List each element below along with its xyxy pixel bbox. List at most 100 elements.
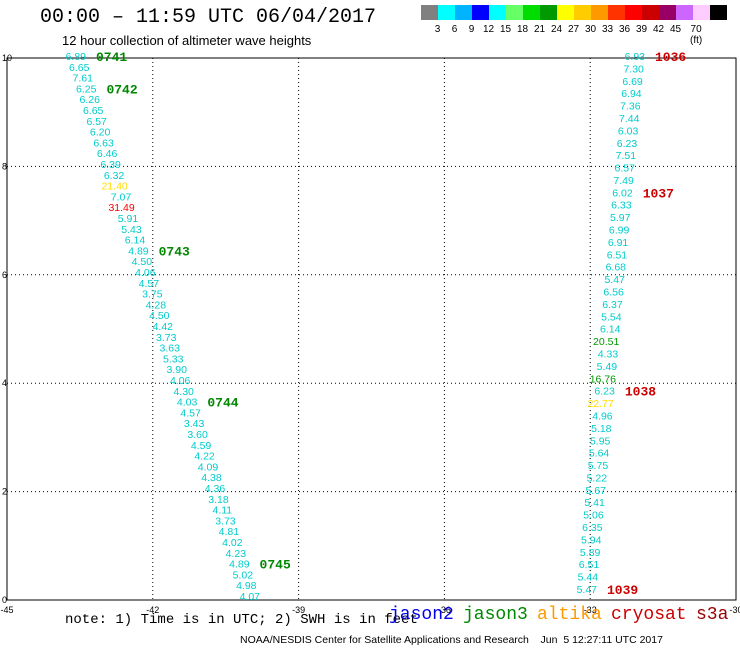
left-track-value: 4.07 <box>240 591 261 603</box>
right-track-value: 5.22 <box>587 472 608 484</box>
scale-label: 3 <box>434 24 441 35</box>
right-track-value: 5.18 <box>591 423 612 435</box>
y-tick-label: 10 <box>2 53 12 63</box>
x-tick-label: -39 <box>292 605 305 615</box>
left-track-value: 4.22 <box>194 451 215 463</box>
right-track-value: 5.94 <box>581 534 602 546</box>
y-tick-label: 2 <box>2 487 7 497</box>
left-track-value: 4.03 <box>177 397 198 409</box>
left-track-value: 3.73 <box>215 515 236 527</box>
left-track-value: 5.33 <box>163 353 184 365</box>
scale-swatch <box>659 5 676 20</box>
right-track-value: 5.75 <box>588 460 609 472</box>
satellite-legend-item: jason3 <box>463 605 528 625</box>
right-track-value: 6.37 <box>602 299 623 311</box>
left-track-value: 4.06 <box>170 375 191 387</box>
right-track-value: 6.03 <box>618 125 639 137</box>
pass-time-label: 0745 <box>260 558 291 573</box>
x-tick-label: -36 <box>438 605 451 615</box>
left-track-value: 5.43 <box>121 224 142 236</box>
right-track-value: 6.14 <box>600 324 621 336</box>
left-track-value: 6.65 <box>69 62 90 74</box>
left-track-value: 4.89 <box>128 245 149 257</box>
right-track-value: 6.23 <box>617 138 638 150</box>
left-track-value: 6.20 <box>90 127 111 139</box>
scale-swatch <box>489 5 506 20</box>
scale-swatch <box>591 5 608 20</box>
scale-swatch <box>693 5 710 20</box>
scale-label: 36 <box>618 24 631 35</box>
left-track-value: 21.40 <box>101 181 127 193</box>
scale-swatch <box>472 5 489 20</box>
scale-label: 30 <box>584 24 597 35</box>
left-track-value: 6.26 <box>79 94 100 106</box>
satellite-legend-item: altika <box>537 605 602 625</box>
page-title: 00:00 – 11:59 UTC 06/04/2017 <box>40 6 377 29</box>
y-tick-label: 4 <box>2 378 7 388</box>
left-track-value: 6.25 <box>76 83 97 95</box>
right-track-value: 5.49 <box>597 361 618 373</box>
left-track-value: 7.61 <box>73 73 94 85</box>
left-track-value: 7.07 <box>111 191 132 203</box>
left-track-value: 4.09 <box>198 461 219 473</box>
scale-label: 24 <box>550 24 563 35</box>
right-track-value: 5.95 <box>590 435 611 447</box>
scale-label: 9 <box>468 24 475 35</box>
scale-swatch <box>557 5 574 20</box>
plot-frame <box>6 57 737 601</box>
satellite-legend-item: cryosat <box>611 605 687 625</box>
right-track-value: 7.36 <box>620 101 641 113</box>
right-track-value: 6.69 <box>622 76 643 88</box>
left-track-value: 3.73 <box>156 332 177 344</box>
right-track-value: 7.44 <box>619 113 640 125</box>
scale-swatch <box>574 5 591 20</box>
scale-label: 70 (ft) <box>690 24 703 46</box>
scale-label: 6 <box>451 24 458 35</box>
left-track-value: 4.06 <box>135 267 156 279</box>
scale-label: 15 <box>499 24 512 35</box>
pass-time-label: 0743 <box>159 244 190 259</box>
left-track-value: 4.50 <box>132 256 153 268</box>
pass-time-label: 0741 <box>96 50 127 65</box>
left-track-value: 4.23 <box>226 548 247 560</box>
left-track-value: 4.57 <box>180 407 201 419</box>
left-track-value: 6.14 <box>125 235 146 247</box>
pass-time-label: 1036 <box>655 50 686 65</box>
x-tick-label: -42 <box>146 605 159 615</box>
pass-time-label: 1039 <box>607 583 638 598</box>
pass-time-label: 0742 <box>106 82 137 97</box>
pass-time-label: 1037 <box>643 186 674 201</box>
left-track-value: 3.90 <box>166 364 187 376</box>
scale-label: 18 <box>516 24 529 35</box>
left-track-value: 4.98 <box>236 580 257 592</box>
x-tick-label: -45 <box>0 605 13 615</box>
right-track-value: 5.41 <box>584 497 605 509</box>
left-track-value: 6.63 <box>93 137 114 149</box>
right-track-value: 4.33 <box>598 348 619 360</box>
right-track-value: 5.47 <box>604 274 625 286</box>
scale-swatch <box>438 5 455 20</box>
scale-label: 42 <box>652 24 665 35</box>
right-track-value: 7.49 <box>613 175 634 187</box>
scale-label: 39 <box>635 24 648 35</box>
left-track-value: 6.65 <box>83 105 104 117</box>
y-tick-label: 6 <box>2 270 7 280</box>
right-track-value: 5.47 <box>577 584 598 596</box>
right-track-value: 6.23 <box>594 386 615 398</box>
right-track-value: 6.99 <box>609 225 630 237</box>
right-track-value: 7.30 <box>623 63 644 75</box>
satellite-legend-item: s3a <box>696 605 729 625</box>
left-track-value: 4.38 <box>201 472 222 484</box>
scale-swatch <box>506 5 523 20</box>
left-track-value: 6.89 <box>66 51 87 63</box>
page-subtitle: 12 hour collection of altimeter wave hei… <box>62 33 312 48</box>
left-track-value: 6.39 <box>100 159 121 171</box>
right-track-value: 6.35 <box>582 522 603 534</box>
scale-label: 27 <box>567 24 580 35</box>
right-track-value: 4.96 <box>592 410 613 422</box>
right-track-value: 5.89 <box>580 547 601 559</box>
right-track-value: 5.67 <box>585 485 606 497</box>
right-track-value: 6.68 <box>606 262 627 274</box>
pass-time-label: 0744 <box>207 396 238 411</box>
